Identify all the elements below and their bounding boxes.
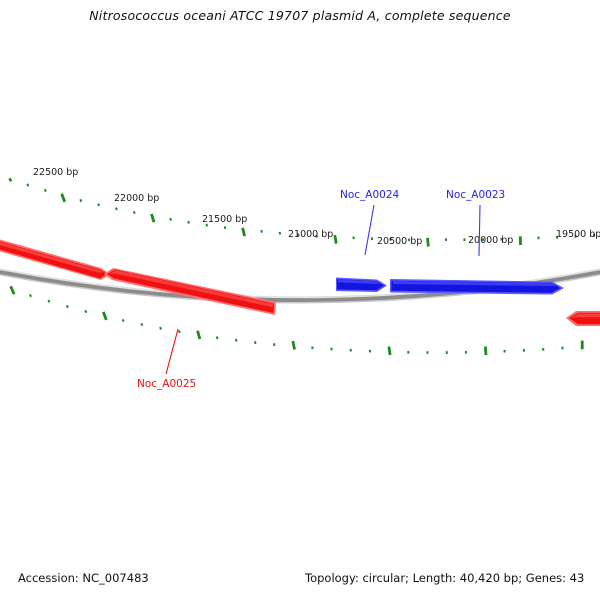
leader-line-noc-a0025 (165, 328, 179, 375)
ruler-outer-labels: 22500 bp 22000 bp 21500 bp 21000 bp 2050… (33, 167, 600, 247)
gene-arc-forward-2[interactable] (390, 279, 564, 295)
leader-line-noc-a0024 (364, 204, 375, 256)
gene-label-noc-a0024[interactable]: Noc_A0024 (340, 189, 400, 201)
gene-labels[interactable]: Noc_A0024 Noc_A0023 Noc_A0025 (137, 189, 505, 390)
ruler-label: 22000 bp (114, 193, 159, 204)
page-title: Nitrosococcus oceani ATCC 19707 plasmid … (89, 8, 511, 23)
ruler-label: 20500 bp (377, 236, 422, 247)
ruler-label: 20000 bp (468, 235, 513, 246)
label-leader-lines (165, 204, 481, 375)
gene-arc-forward-1[interactable] (336, 277, 387, 293)
gene-label-noc-a0025[interactable]: Noc_A0025 (137, 378, 196, 390)
ruler-outer-ticks (8, 177, 596, 247)
feature-track-reverse[interactable] (0, 231, 600, 326)
ruler-inner-ticks (9, 285, 584, 356)
backbone-arc (0, 267, 600, 304)
feature-track-forward[interactable] (336, 277, 564, 295)
leader-line-noc-a0023 (478, 204, 481, 257)
ruler-label: 21500 bp (202, 214, 247, 225)
gene-arc-reverse-1[interactable] (0, 231, 110, 280)
gene-arc-reverse-3[interactable] (566, 311, 600, 326)
ruler-label: 21000 bp (288, 229, 333, 240)
ruler-label: 19500 bp (556, 229, 600, 240)
gene-label-noc-a0023[interactable]: Noc_A0023 (446, 189, 505, 201)
topology-summary-text: Topology: circular; Length: 40,420 bp; G… (305, 571, 585, 585)
accession-text: Accession: NC_007483 (18, 571, 149, 585)
gene-arc-reverse-2[interactable] (104, 268, 276, 315)
ruler-label: 22500 bp (33, 167, 78, 178)
